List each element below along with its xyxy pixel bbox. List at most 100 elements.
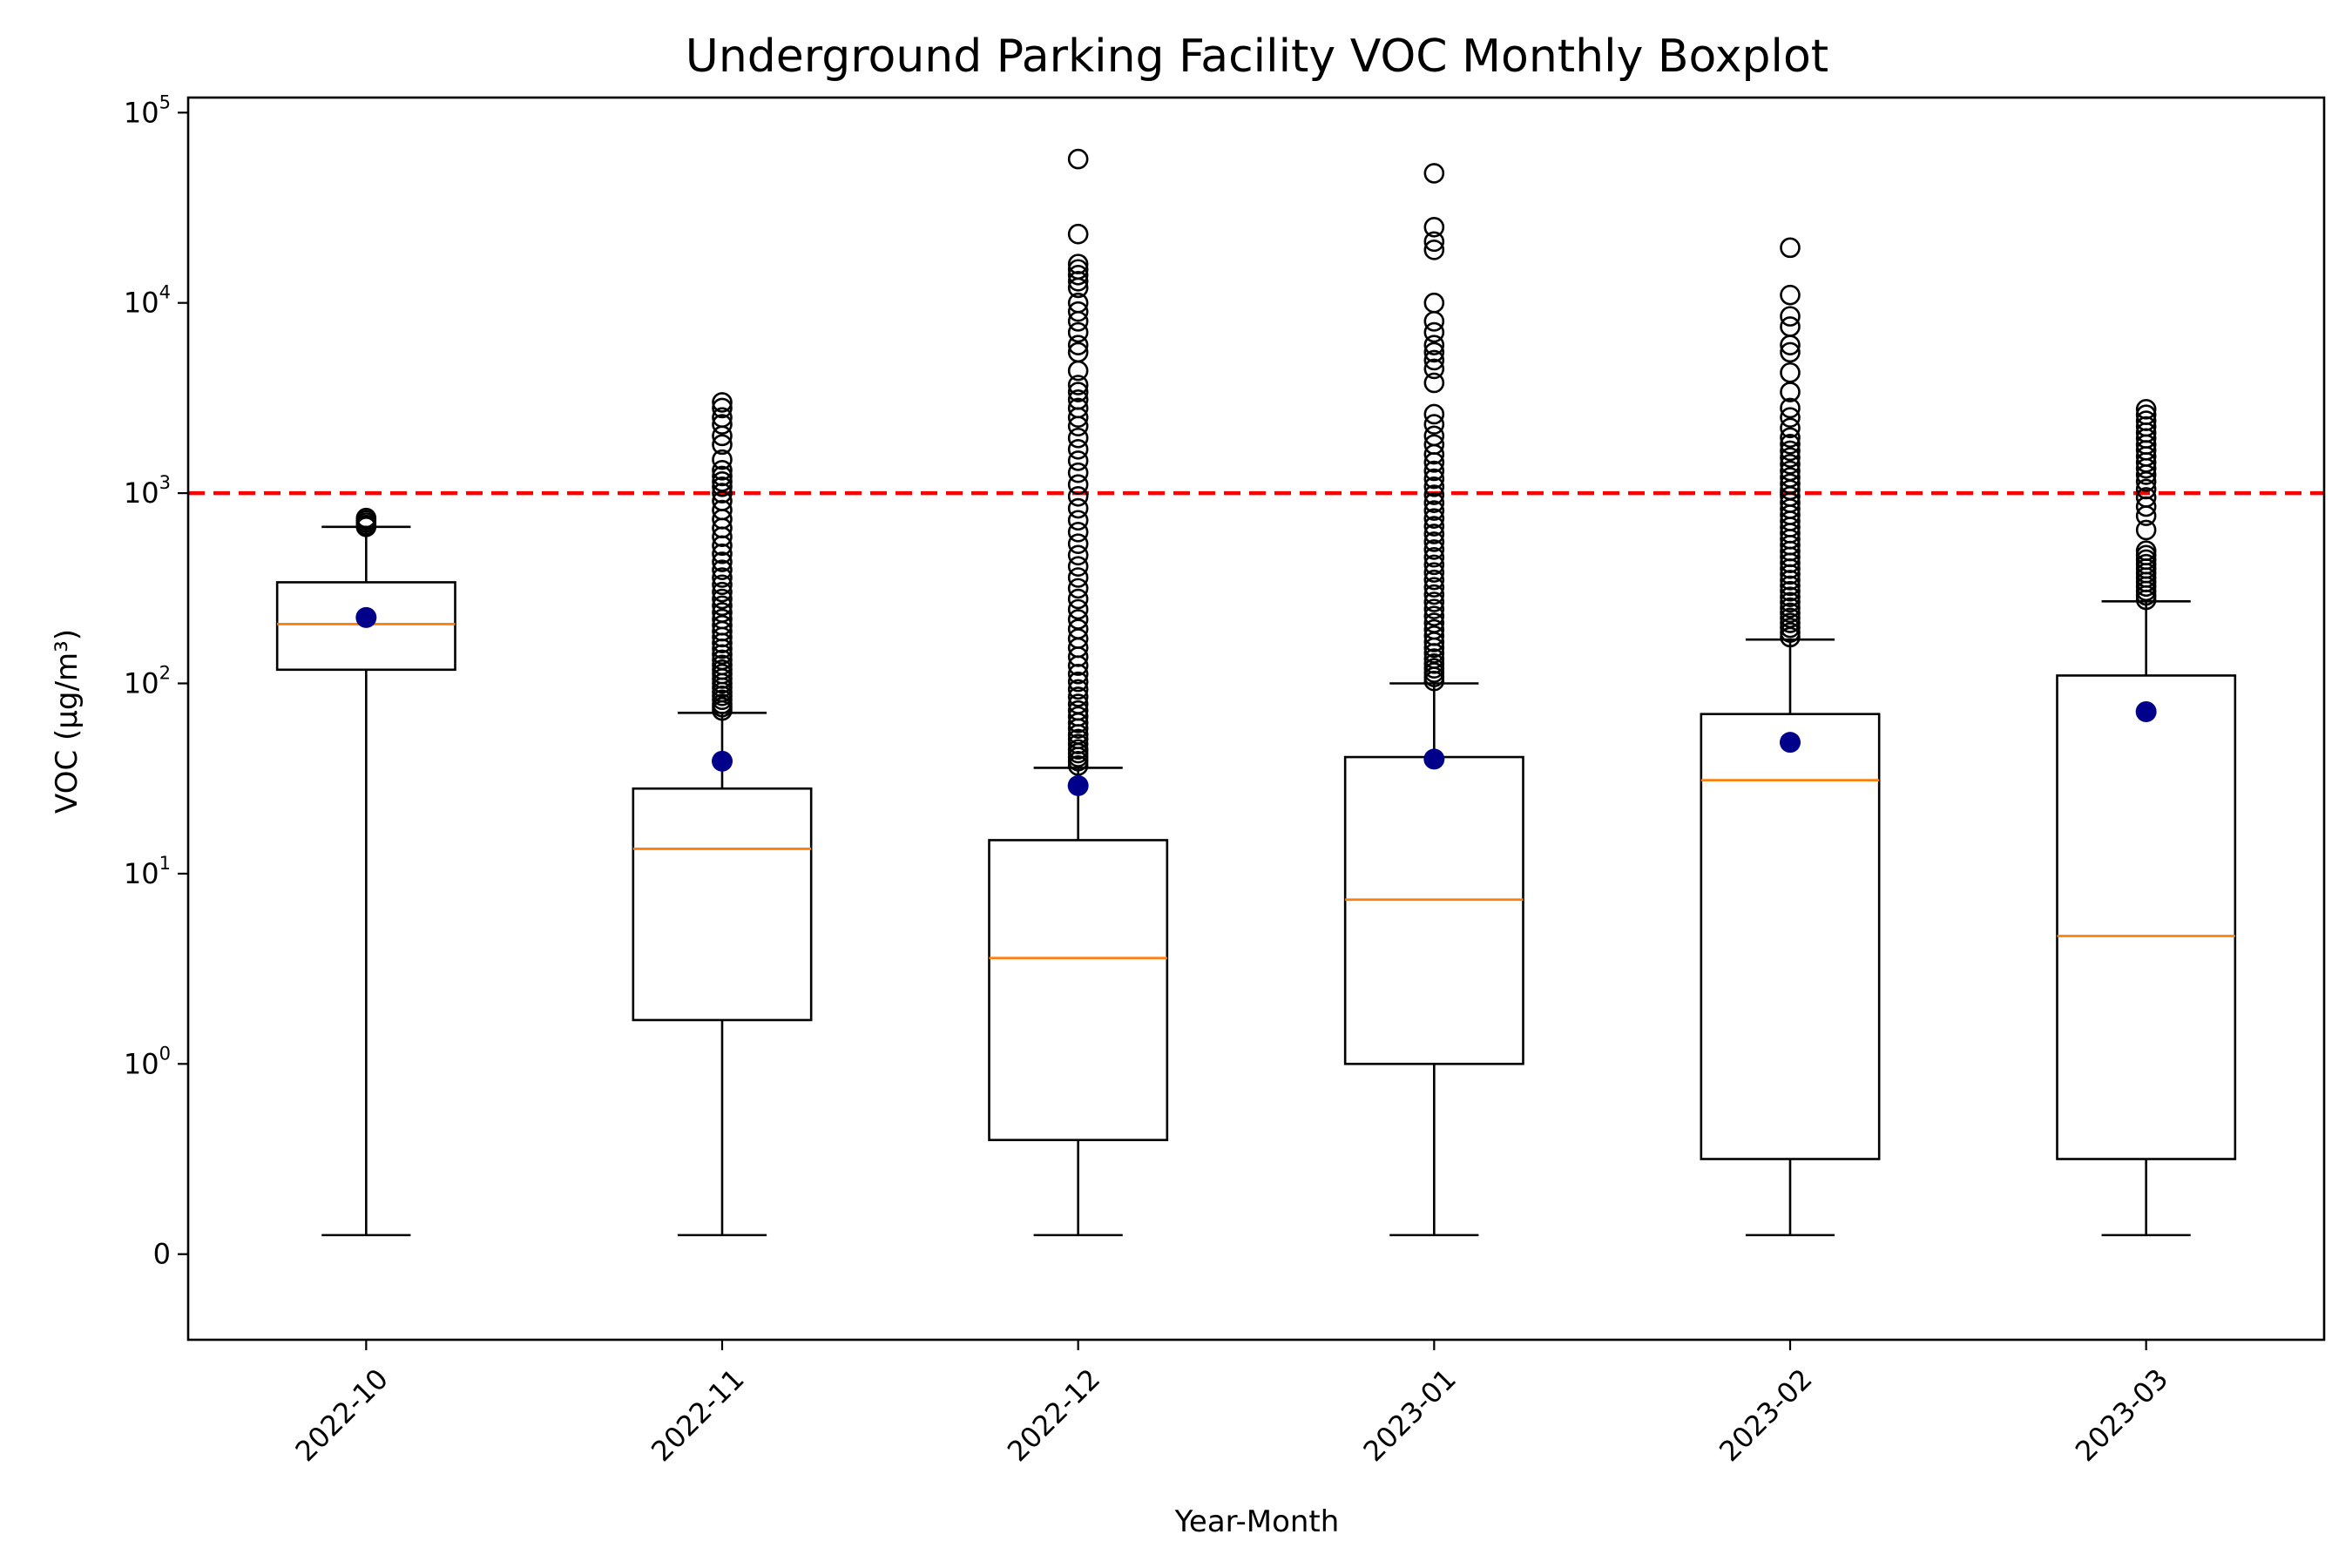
outlier-point (1423, 240, 1445, 260)
outlier-point (1067, 462, 1089, 483)
outlier-point (1423, 231, 1445, 253)
outlier-point (1780, 586, 1801, 607)
outlier-point (1780, 607, 1801, 629)
outlier-point (1423, 618, 1445, 640)
outlier-point (1780, 617, 1801, 639)
outlier-point (712, 588, 733, 610)
outlier-point (712, 649, 733, 671)
outlier-point (712, 414, 733, 435)
outlier-point (1780, 580, 1801, 602)
outlier-point (712, 551, 733, 572)
mean-marker (712, 750, 733, 772)
y-tick-label: 0 (153, 1238, 171, 1271)
outlier-point (1780, 316, 1801, 337)
outlier-point (712, 476, 733, 497)
axes-frame (186, 96, 2326, 1342)
outlier-point (712, 471, 733, 492)
outlier-point (1780, 602, 1801, 624)
outlier-point (712, 559, 733, 581)
outlier-point (1423, 434, 1445, 456)
outlier-point (1780, 434, 1801, 455)
outlier-point (1067, 739, 1089, 760)
outlier-point (1067, 533, 1089, 554)
outlier-point (1423, 569, 1445, 591)
outlier-point (1780, 575, 1801, 597)
outlier-point (1067, 598, 1089, 620)
outlier-point (1067, 438, 1089, 460)
outlier-point (712, 595, 733, 617)
outlier-point (1067, 375, 1089, 395)
outlier-point (712, 608, 733, 630)
outlier-point (1780, 284, 1801, 306)
outlier-point (1423, 358, 1445, 380)
outlier-point (1423, 335, 1445, 355)
outlier-point (1423, 584, 1445, 605)
outlier-point (1067, 588, 1089, 610)
outlier-point (1423, 292, 1445, 314)
outlier-point (1423, 321, 1445, 343)
box-group-2023-01 (1343, 163, 1524, 1237)
outlier-point (1780, 612, 1801, 633)
outlier-point (1067, 271, 1089, 292)
outlier-point (1780, 397, 1801, 419)
outlier-point (712, 465, 733, 487)
outlier-point (1780, 447, 1801, 468)
outlier-point (1780, 467, 1801, 488)
outlier-point (1780, 597, 1801, 618)
outlier-point (712, 543, 733, 564)
outlier-point (1067, 474, 1089, 496)
iqr-box (275, 581, 456, 672)
outlier-point (1423, 605, 1445, 626)
outlier-point (1067, 567, 1089, 588)
mean-marker (2135, 700, 2157, 722)
outlier-point (1067, 301, 1089, 322)
iqr-box (988, 839, 1169, 1141)
outlier-point (1067, 556, 1089, 578)
outlier-point (1067, 450, 1089, 471)
outlier-point (712, 567, 733, 588)
outlier-point (1423, 425, 1445, 447)
outlier-point (1067, 679, 1089, 700)
outlier-point (1423, 562, 1445, 583)
outlier-point (2135, 399, 2157, 420)
outlier-point (1423, 163, 1445, 184)
outlier-point (1067, 693, 1089, 714)
outlier-point (1780, 622, 1801, 643)
outlier-point (2135, 519, 2157, 541)
outlier-point (1423, 577, 1445, 598)
outlier-point (2135, 540, 2157, 562)
outlier-point (712, 407, 733, 428)
outlier-point (1067, 292, 1089, 314)
outlier-point (1780, 306, 1801, 327)
outlier-point (1423, 531, 1445, 552)
outlier-point (712, 654, 733, 676)
outlier-point (1067, 341, 1089, 363)
outlier-point (1423, 648, 1445, 669)
outlier-point (1067, 148, 1089, 170)
outlier-point (1067, 397, 1089, 419)
outlier-point (1780, 237, 1801, 259)
outlier-point (1780, 341, 1801, 363)
outlier-point (1067, 497, 1089, 519)
y-axis-label: VOC (μg/m³) (50, 629, 84, 814)
y-tick-label: 101 (124, 853, 171, 890)
outlier-point (1067, 700, 1089, 721)
outlier-point (1423, 591, 1445, 612)
outlier-point (1780, 460, 1801, 482)
mean-marker (1423, 748, 1445, 770)
outlier-point (1067, 618, 1089, 639)
outlier-point (1423, 546, 1445, 568)
outlier-point (1423, 508, 1445, 529)
outlier-point (712, 602, 733, 623)
outlier-point (1067, 671, 1089, 693)
outlier-point (2135, 404, 2157, 426)
outlier-point (1423, 516, 1445, 537)
y-tick-label: 104 (124, 282, 171, 320)
box-group-2022-11 (632, 392, 813, 1237)
chart-title: Underground Parking Facility VOC Monthly… (686, 30, 1828, 83)
mean-marker (1067, 774, 1089, 796)
outlier-point (1780, 427, 1801, 449)
outlier-point (1067, 609, 1089, 630)
outlier-point (1067, 253, 1089, 274)
